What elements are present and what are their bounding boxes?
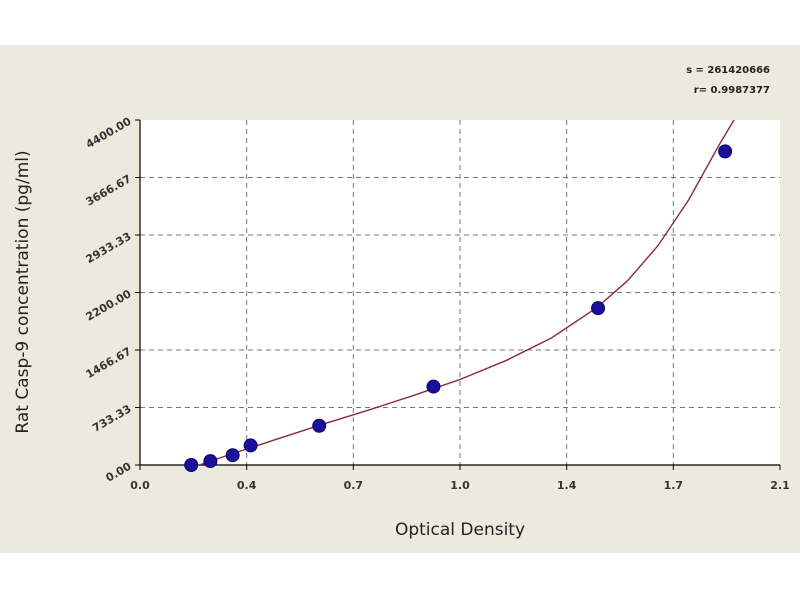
grid-lines [140,120,780,465]
x-axis-title: Optical Density [395,520,525,540]
fit-r-statistic: r= 0.9987377 [693,85,770,96]
y-axis-title: Rat Casp-9 concentration (pg/ml) [13,150,33,433]
x-tick-label: 0.7 [344,479,364,492]
y-tick-label: 733.33 [90,402,133,434]
chart-figure: 0.0 0.4 0.7 1.0 1.4 1.7 2.1 0.00 733.33 1466.67 22… [0,45,800,553]
y-tick-label: 1466.67 [84,345,134,381]
data-point [718,144,733,159]
y-tick-label: 2200.00 [84,287,134,323]
data-point [184,458,199,472]
data-point [203,454,218,469]
data-point [243,438,258,453]
fit-s-statistic: s = 261420666 [686,65,770,76]
x-tick-label: 1.4 [557,479,577,492]
x-tick-label: 1.0 [450,479,470,492]
x-tick-label: 1.7 [664,479,684,492]
data-points [184,144,733,472]
data-point [225,448,240,463]
y-tick-label: 4400.00 [84,115,134,151]
y-tick-label: 2933.33 [84,230,134,266]
y-tick-label: 0.00 [103,460,133,485]
x-tick-label: 2.1 [770,479,790,492]
x-tick-label: 0.0 [130,479,150,492]
data-point [426,379,441,394]
x-tick-label: 0.4 [237,479,257,492]
chart-svg: 0.0 0.4 0.7 1.0 1.4 1.7 2.1 0.00 733.33 1466.67 22… [13,115,790,540]
y-tick-label: 3666.67 [84,172,134,208]
axes [135,119,781,470]
data-point [312,418,327,433]
data-point [591,301,606,316]
